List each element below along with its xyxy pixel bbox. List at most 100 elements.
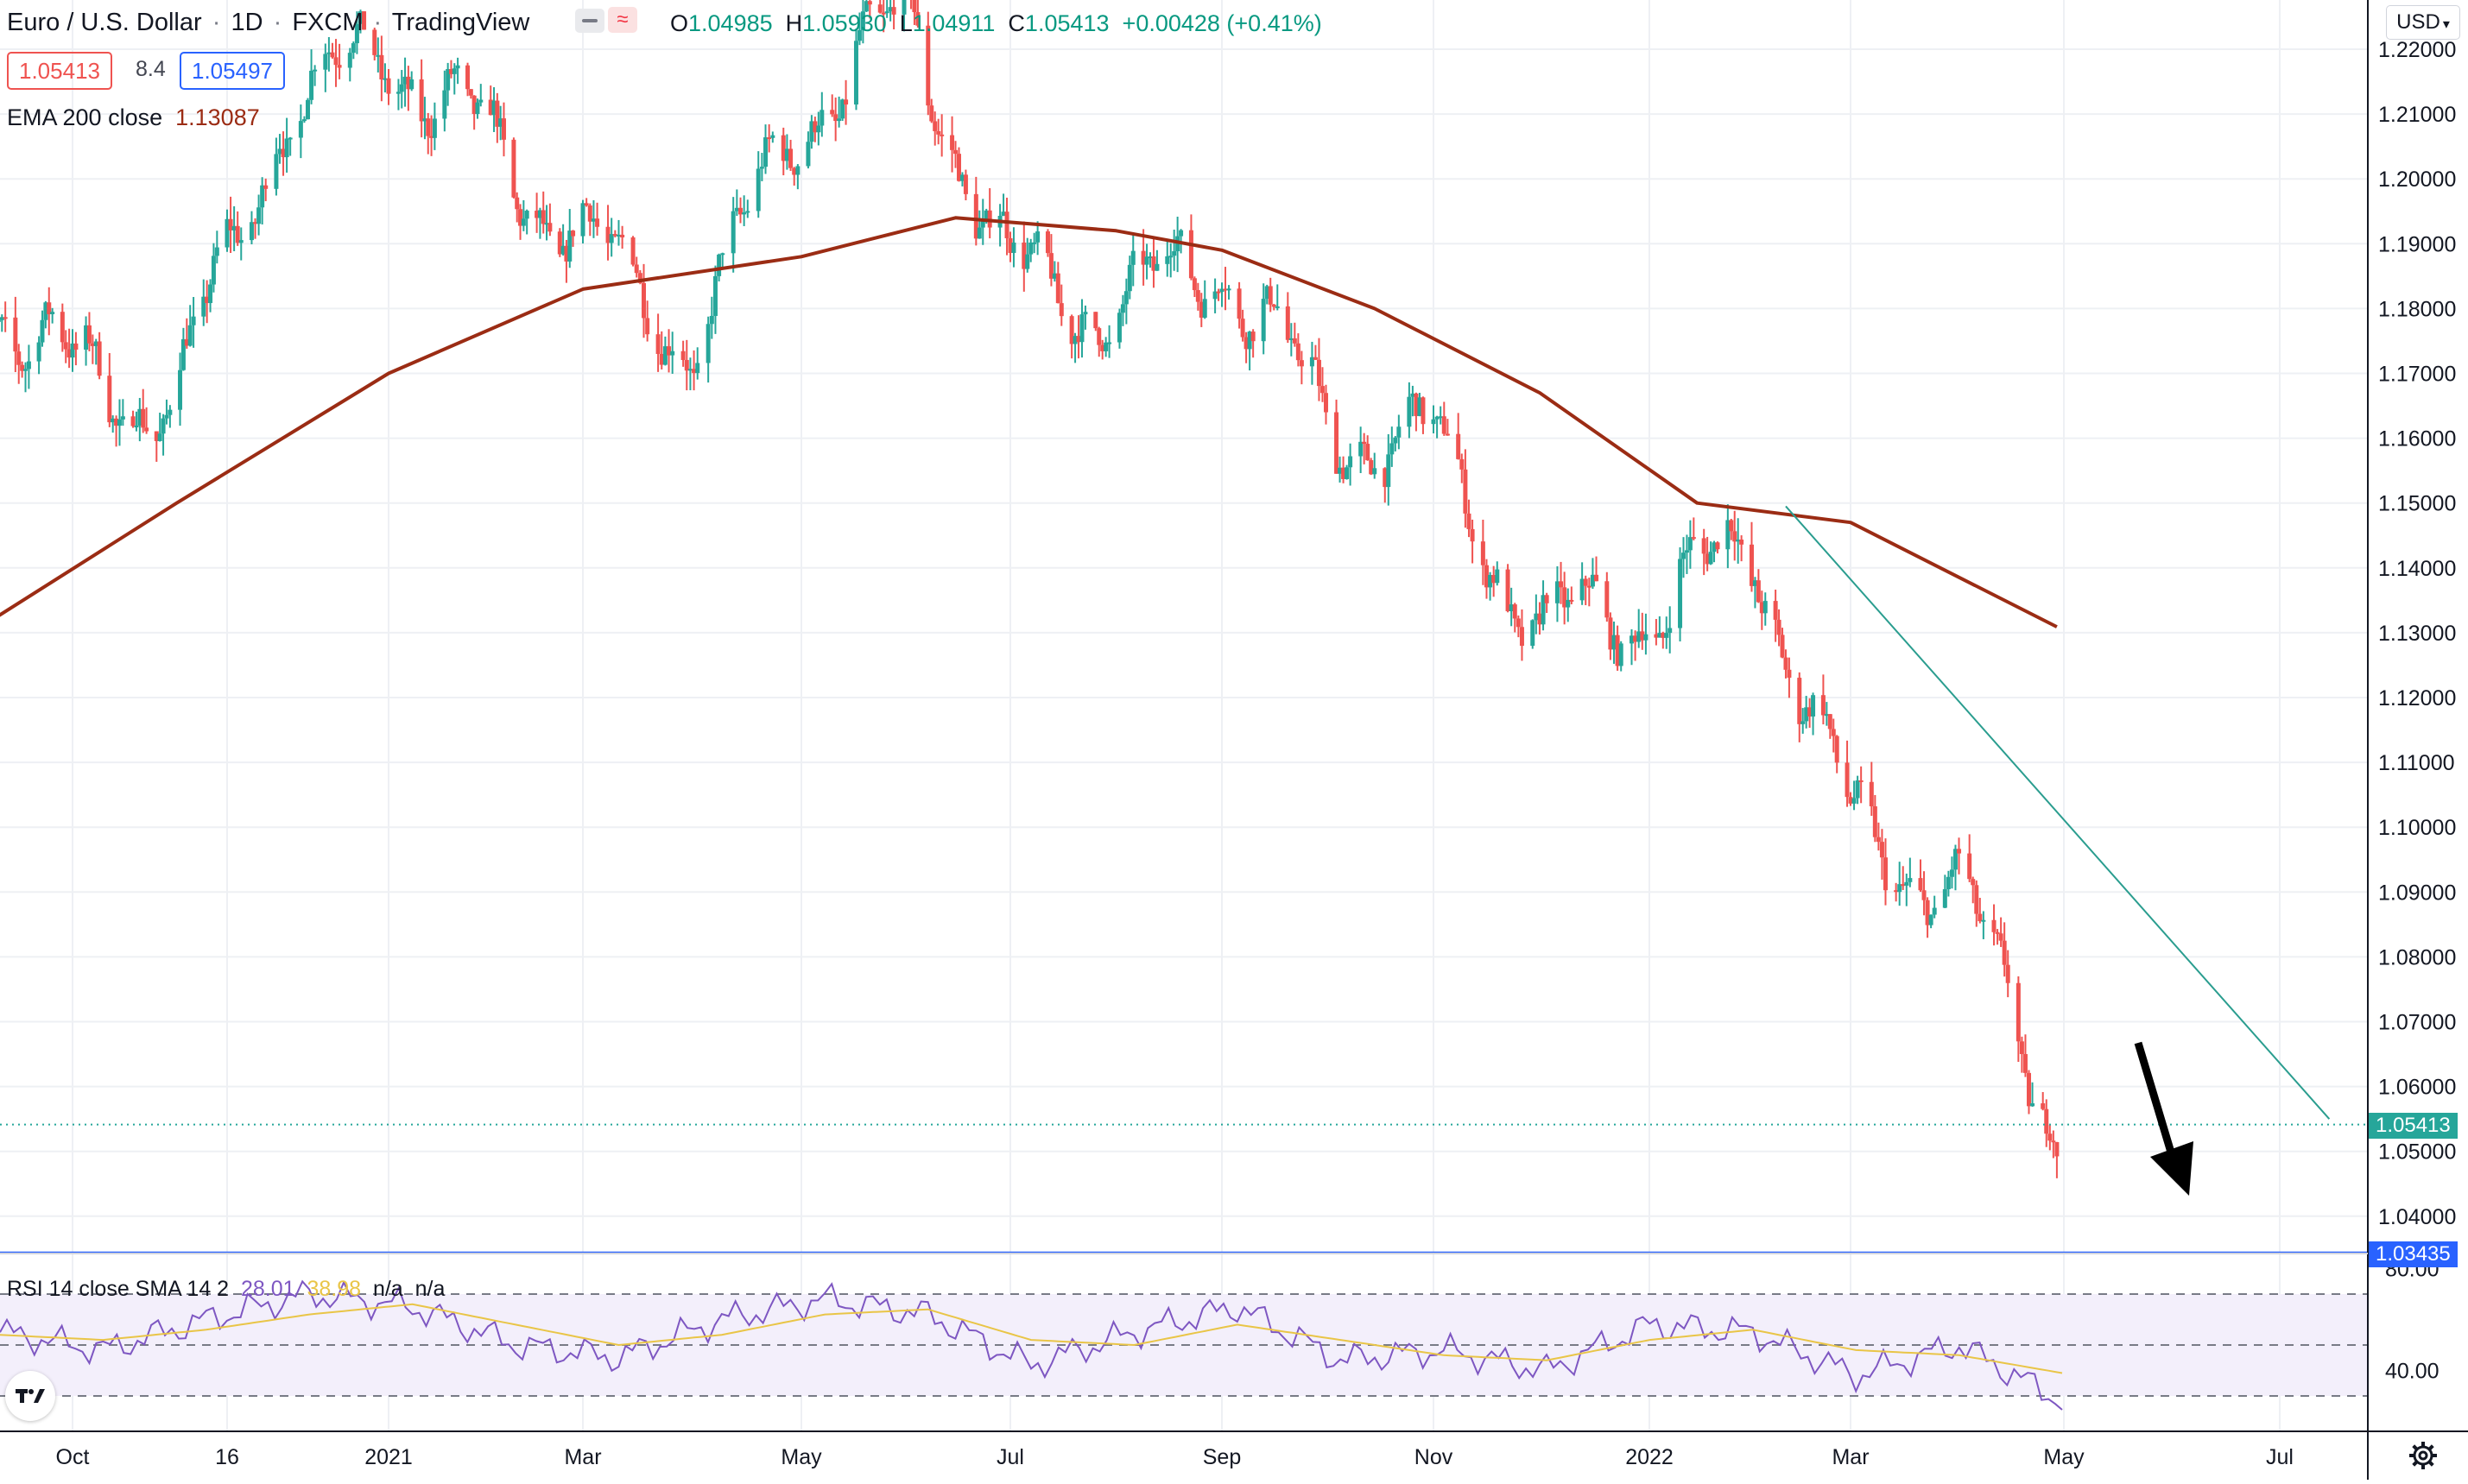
candle-body: [1309, 357, 1314, 367]
candle-body: [1045, 231, 1050, 254]
candle-body: [1708, 552, 1713, 565]
candle-body: [2027, 1072, 2032, 1107]
x-tick-label: 16: [215, 1445, 239, 1469]
candle-body: [816, 125, 821, 133]
candle-body: [1216, 291, 1221, 294]
y-tick-label: 1.11000: [2378, 751, 2455, 775]
x-tick-label: Mar: [1832, 1445, 1869, 1469]
candle-body: [521, 218, 526, 226]
candle-body: [1480, 541, 1485, 565]
candle-body: [1908, 878, 1913, 882]
candle-body: [1780, 635, 1785, 658]
candle-body: [977, 227, 982, 239]
candle-body: [515, 197, 520, 210]
candle-body: [301, 119, 307, 122]
currency-select[interactable]: USD ▾: [2386, 5, 2460, 40]
candle-body: [667, 346, 672, 356]
candle-body: [837, 118, 842, 122]
candle-body: [326, 52, 332, 54]
candle-body: [1618, 643, 1623, 666]
candle-body: [1705, 553, 1710, 565]
candle-body: [541, 210, 546, 224]
candle-body: [1386, 454, 1391, 488]
candle-body: [402, 76, 408, 85]
y-tick-label: 1.22000: [2378, 38, 2456, 62]
y-tick-label: 1.18000: [2378, 297, 2456, 321]
candle-body: [231, 225, 237, 230]
candle-body: [1048, 253, 1054, 279]
candle-body: [1316, 359, 1321, 387]
candle-body: [1824, 714, 1829, 717]
y-tick-label: 1.04000: [2378, 1205, 2456, 1229]
candle-body: [1338, 467, 1343, 474]
candle-body: [452, 68, 457, 74]
candle-body: [655, 334, 661, 354]
candle-body: [1491, 575, 1497, 584]
candle-body: [956, 154, 961, 181]
candle-body: [211, 256, 216, 285]
candle-body: [860, 11, 865, 30]
candle-body: [781, 135, 786, 161]
y-tick-label: 1.21000: [2378, 103, 2456, 127]
candle-body: [1144, 256, 1149, 265]
candle-body: [201, 296, 206, 317]
candle-body: [1736, 540, 1741, 542]
tradingview-logo-icon[interactable]: [5, 1371, 55, 1421]
candle-body: [1055, 273, 1060, 304]
candle-body: [1243, 337, 1249, 350]
candle-body: [26, 361, 31, 369]
candle-body: [1195, 290, 1200, 302]
candle-body: [584, 203, 589, 206]
candle-body: [1100, 344, 1105, 351]
candle-body: [399, 84, 404, 92]
candle-body: [642, 282, 647, 319]
candle-body: [1566, 599, 1571, 608]
candle-body: [90, 343, 95, 346]
minus-icon[interactable]: [575, 9, 604, 33]
candle-body: [2005, 964, 2010, 983]
x-tick-label: May: [2043, 1445, 2085, 1469]
candle-body: [1130, 250, 1136, 265]
candle-body: [853, 41, 858, 105]
candle-body: [637, 273, 642, 283]
ema-legend[interactable]: EMA 200 close 1.13087: [7, 104, 260, 130]
candle-body: [1534, 613, 1539, 621]
candle-body: [36, 342, 41, 362]
candle-body: [792, 167, 797, 175]
candle-body: [571, 230, 576, 237]
candle-body: [557, 231, 562, 255]
y-tick-label: 1.12000: [2378, 686, 2456, 710]
candle-body: [830, 110, 835, 115]
trendline[interactable]: [0, 505, 2368, 1254]
candle-body: [560, 245, 566, 255]
candle-body: [544, 223, 549, 225]
candle-body: [1762, 601, 1768, 614]
candle-body: [1372, 468, 1377, 475]
candle-body: [396, 92, 401, 94]
candle-body: [1127, 264, 1132, 292]
candle-body: [1831, 729, 1836, 736]
y-tick-label: 1.14000: [2378, 557, 2456, 581]
candle-body: [1562, 587, 1567, 608]
candle-body: [1299, 360, 1304, 367]
symbol-name: Euro / U.S. Dollar: [7, 9, 202, 36]
candle-body: [66, 349, 72, 358]
candle-body: [1011, 242, 1016, 253]
candle-body: [134, 426, 139, 428]
buy-price-button[interactable]: 1.05497: [180, 52, 285, 90]
sell-price-button[interactable]: 1.05413: [7, 52, 112, 90]
candle-body: [1389, 443, 1395, 455]
candle-body: [260, 185, 265, 208]
rsi-legend[interactable]: RSI 14 close SMA 14 2 28.01 38.98 n/a n/…: [7, 1277, 446, 1301]
trendline-path: [1785, 505, 2331, 1120]
candle-body: [1365, 444, 1370, 461]
gear-icon[interactable]: [2408, 1440, 2439, 1471]
candle-body: [1932, 907, 1937, 915]
candle-body: [1949, 869, 1954, 877]
candle-body: [984, 210, 989, 220]
wave-icon[interactable]: ≈: [608, 7, 637, 33]
candle-body: [358, 11, 363, 24]
symbol-legend[interactable]: Euro / U.S. Dollar · 1D · FXCM · Trading…: [7, 9, 530, 36]
candle-body: [1107, 342, 1112, 344]
